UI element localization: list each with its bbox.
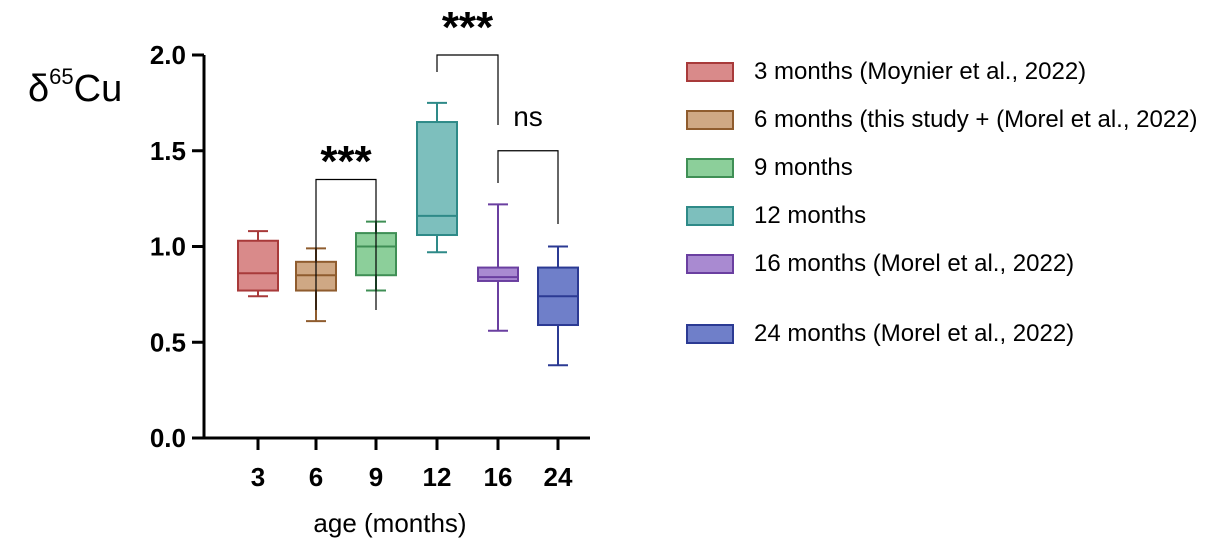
legend-swatch xyxy=(686,110,734,130)
axes: 0.0 0.5 1.0 1.5 2.0 3 6 9 12 16 24 xyxy=(150,40,590,492)
legend-item-3: 3 months (Moynier et al., 2022) xyxy=(686,58,1086,86)
annotation-6-9: *** xyxy=(315,137,377,310)
legend-label: 12 months xyxy=(754,202,867,229)
annotation-label: ns xyxy=(513,101,543,132)
x-tick-label: 16 xyxy=(484,462,513,492)
legend-swatch xyxy=(686,324,734,344)
box-24 xyxy=(537,245,579,367)
significance-annotations: *** *** ns xyxy=(315,3,559,310)
annotation-12-16: *** xyxy=(436,3,499,125)
legend-item-16: 16 months (Morel et al., 2022) xyxy=(686,250,1074,278)
box-3 xyxy=(237,230,279,298)
legend-label: 3 months (Moynier et al., 2022) xyxy=(754,58,1087,85)
box-16 xyxy=(477,203,519,332)
y-axis-label: δ65Cu xyxy=(28,64,123,110)
legend-item-6: 6 months (this study + (Morel et al., 20… xyxy=(686,106,1198,134)
y-tick-label: 0.0 xyxy=(150,423,186,453)
y-tick-label: 1.0 xyxy=(150,232,186,262)
legend-item-24: 24 months (Morel et al., 2022) xyxy=(686,320,1074,348)
box-body xyxy=(237,239,279,292)
x-tick-label: 6 xyxy=(309,462,323,492)
legend-swatch xyxy=(686,158,734,178)
legend-item-12: 12 months xyxy=(686,202,866,230)
x-tick-label: 9 xyxy=(369,462,383,492)
legend-swatch xyxy=(686,254,734,274)
y-tick-label: 0.5 xyxy=(150,327,186,357)
x-axis-label: age (months) xyxy=(313,508,466,538)
box-body xyxy=(416,121,458,237)
annotation-bracket xyxy=(315,178,377,310)
legend-item-9: 9 months xyxy=(686,154,853,182)
legend-swatch xyxy=(686,206,734,226)
boxes xyxy=(237,101,579,367)
legend-label: 9 months xyxy=(754,154,853,181)
y-tick-label: 2.0 xyxy=(150,40,186,70)
y-tick-label: 1.5 xyxy=(150,136,186,166)
x-tick-label: 3 xyxy=(251,462,265,492)
legend-label: 24 months (Morel et al., 2022) xyxy=(754,320,1075,347)
x-tick-label: 12 xyxy=(423,462,452,492)
annotation-label: *** xyxy=(320,137,372,186)
annotation-bracket xyxy=(497,150,559,224)
box-body xyxy=(477,266,519,282)
annotation-label: *** xyxy=(442,3,494,52)
legend-label: 6 months (this study + (Morel et al., 20… xyxy=(754,106,1198,133)
legend-swatch xyxy=(686,62,734,82)
annotation-16-24: ns xyxy=(497,101,559,224)
legend-label: 16 months (Morel et al., 2022) xyxy=(754,250,1075,277)
annotation-bracket xyxy=(436,54,499,125)
x-tick-label: 24 xyxy=(544,462,573,492)
box-12 xyxy=(416,101,458,254)
